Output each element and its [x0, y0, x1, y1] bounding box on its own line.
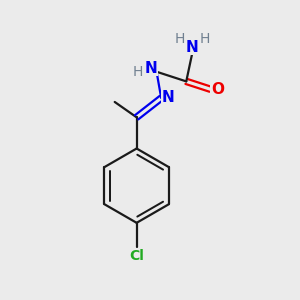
Text: H: H	[200, 32, 210, 46]
Text: N: N	[145, 61, 158, 76]
Text: H: H	[175, 32, 185, 46]
Text: Cl: Cl	[129, 248, 144, 262]
Text: O: O	[211, 82, 224, 97]
Text: N: N	[161, 90, 174, 105]
Text: N: N	[186, 40, 199, 55]
Text: H: H	[133, 65, 143, 79]
